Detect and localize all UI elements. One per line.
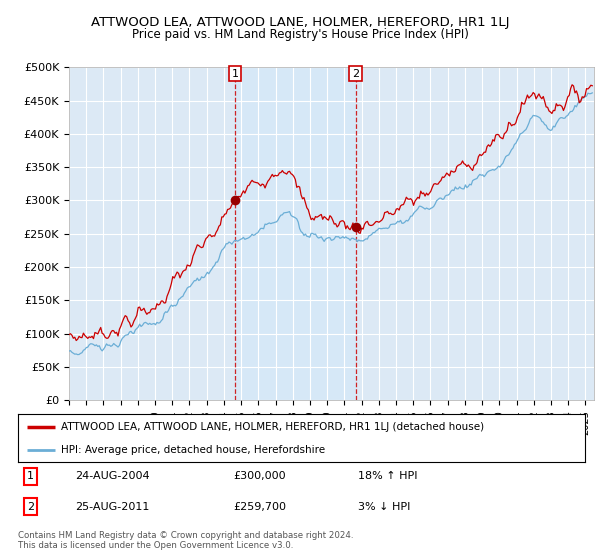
Text: 18% ↑ HPI: 18% ↑ HPI <box>358 472 418 482</box>
Text: ATTWOOD LEA, ATTWOOD LANE, HOLMER, HEREFORD, HR1 1LJ: ATTWOOD LEA, ATTWOOD LANE, HOLMER, HEREF… <box>91 16 509 29</box>
Text: ATTWOOD LEA, ATTWOOD LANE, HOLMER, HEREFORD, HR1 1LJ (detached house): ATTWOOD LEA, ATTWOOD LANE, HOLMER, HEREF… <box>61 422 484 432</box>
Text: Price paid vs. HM Land Registry's House Price Index (HPI): Price paid vs. HM Land Registry's House … <box>131 28 469 41</box>
Text: 2: 2 <box>27 502 34 512</box>
Text: Contains HM Land Registry data © Crown copyright and database right 2024.
This d: Contains HM Land Registry data © Crown c… <box>18 531 353 550</box>
Text: £259,700: £259,700 <box>233 502 286 512</box>
Text: 1: 1 <box>27 472 34 482</box>
Text: HPI: Average price, detached house, Herefordshire: HPI: Average price, detached house, Here… <box>61 445 325 455</box>
Text: 24-AUG-2004: 24-AUG-2004 <box>75 472 149 482</box>
Text: 2: 2 <box>352 68 359 78</box>
Text: 25-AUG-2011: 25-AUG-2011 <box>75 502 149 512</box>
Text: £300,000: £300,000 <box>233 472 286 482</box>
Text: 1: 1 <box>232 68 239 78</box>
Text: 3% ↓ HPI: 3% ↓ HPI <box>358 502 410 512</box>
Bar <box>235 67 356 400</box>
